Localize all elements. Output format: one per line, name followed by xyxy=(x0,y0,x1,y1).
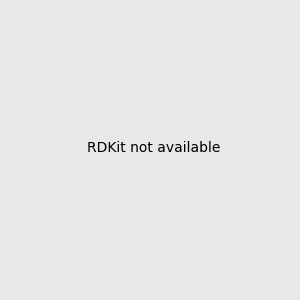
Text: RDKit not available: RDKit not available xyxy=(87,140,220,154)
